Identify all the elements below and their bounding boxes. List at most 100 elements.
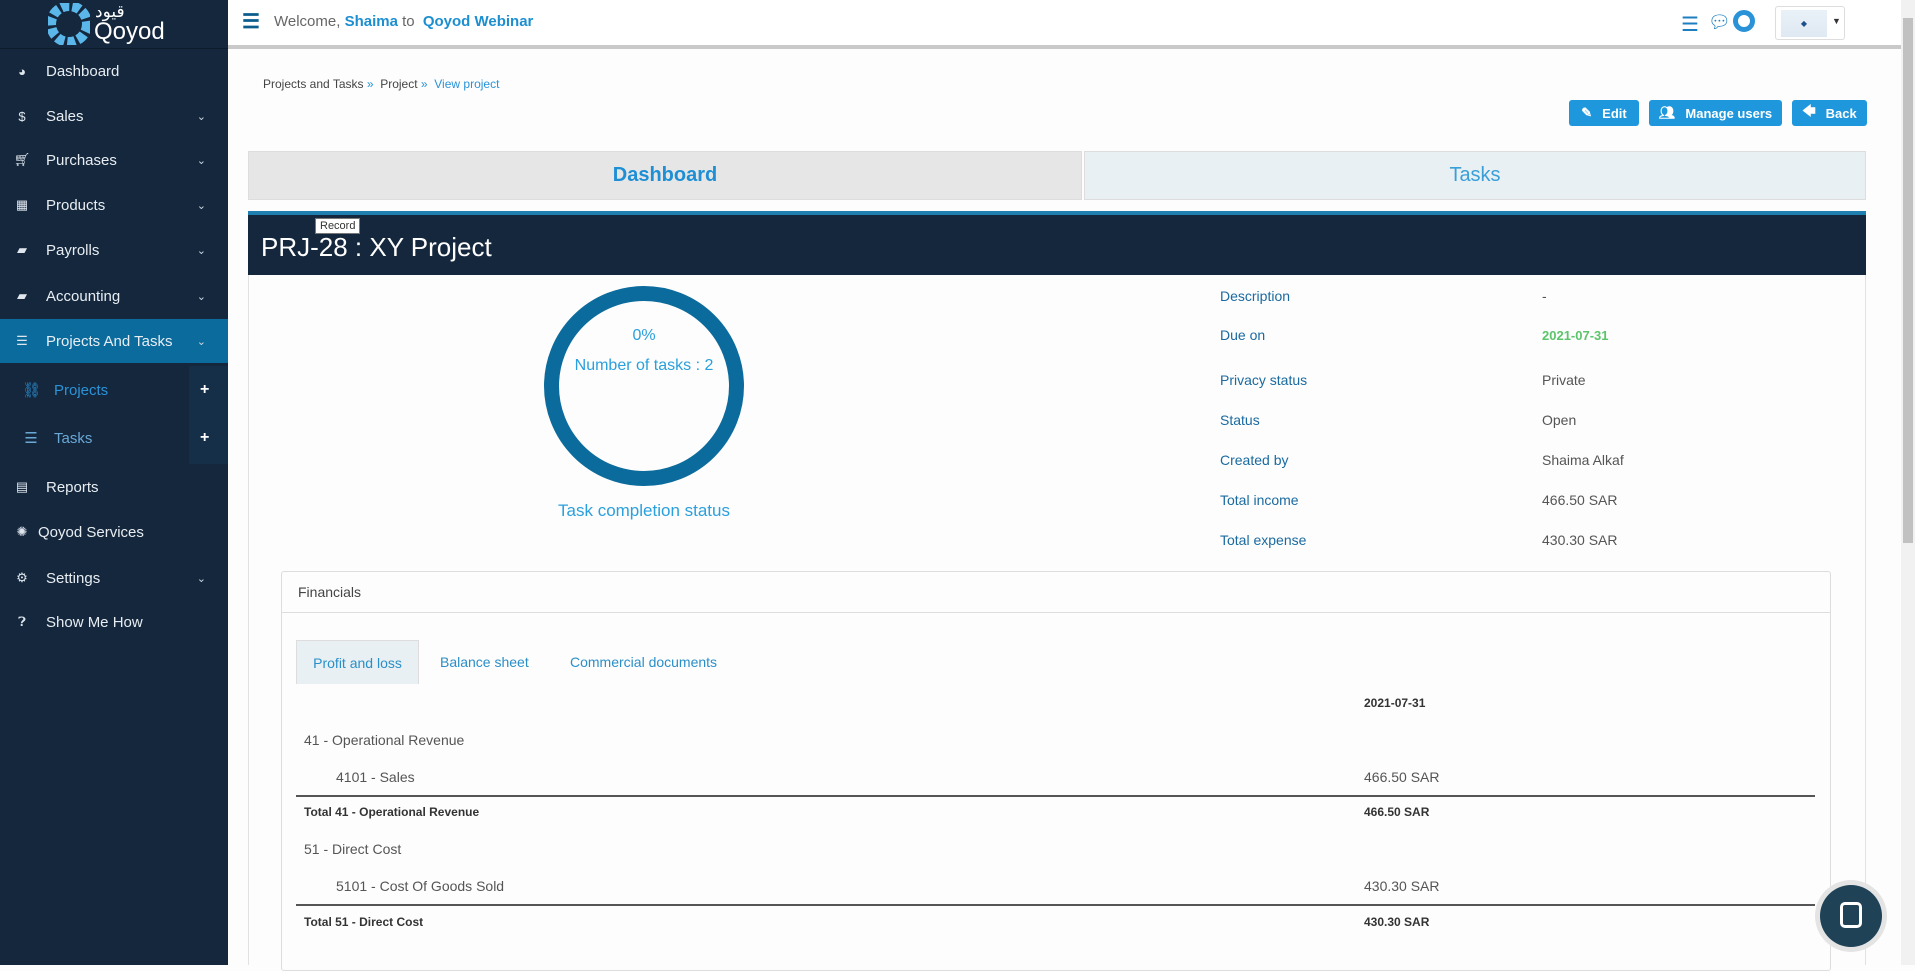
sidebar-label: Qoyod Services [38, 523, 144, 541]
logo[interactable]: قيود Qoyod [0, 0, 228, 49]
chevron-down-icon: ⌄ [196, 335, 206, 348]
sidebar-item-show-me-how[interactable]: ❓︎ Show Me How [0, 600, 228, 644]
question-icon: ❓︎ [18, 614, 26, 629]
edit-label: Edit [1602, 105, 1627, 121]
financials-panel: Financials [281, 571, 1831, 971]
topbar: ☰ Welcome, Shaima to Qoyod Webinar ☰ 💬︎ … [228, 0, 1901, 49]
sidebar [0, 0, 228, 965]
chat-bubble-icon [1840, 902, 1862, 928]
row-label: 41 - Operational Revenue [304, 732, 465, 748]
row-label[interactable]: 5101 - Cost Of Goods Sold [336, 878, 505, 894]
company-switcher[interactable]: ◆ ▼ [1775, 6, 1845, 40]
back-label: Back [1825, 105, 1857, 121]
sidebar-subitem-tasks[interactable]: ☰ Tasks + [0, 416, 228, 460]
subtab-profit-and-loss[interactable]: Profit and loss [296, 640, 419, 684]
company-logo: ◆ [1781, 10, 1827, 37]
sitemap-icon: ⛓ [22, 382, 42, 399]
subtab-commercial-documents[interactable]: Commercial documents [570, 654, 718, 670]
chevron-down-icon: ⌄ [196, 244, 206, 257]
tab-dashboard[interactable]: Dashboard [248, 151, 1082, 200]
label-created-by: Created by [1220, 452, 1289, 468]
scrollbar-thumb[interactable] [1903, 18, 1913, 543]
chevron-down-icon: ⌄ [196, 290, 206, 303]
submenu-add-column [189, 366, 228, 464]
manage-users-button[interactable]: 👥︎ Manage users [1649, 100, 1782, 126]
list-icon: ☰ [16, 333, 28, 348]
sidebar-item-payrolls[interactable]: ▰ Payrolls ⌄ [0, 228, 228, 272]
welcome-label: Welcome, [274, 13, 341, 30]
row-total-label: Total 51 - Direct Cost [304, 915, 424, 929]
welcome-text: Welcome, Shaima to Qoyod Webinar [274, 13, 533, 30]
sidebar-label: Payrolls [46, 241, 100, 259]
progress-percent: 0% [632, 327, 656, 344]
tab-tasks[interactable]: Tasks [1084, 151, 1866, 200]
chevron-down-icon: ⌄ [196, 154, 206, 167]
users-icon: 👥︎ [1658, 105, 1676, 120]
value-description: - [1542, 288, 1547, 304]
caret-down-icon: ▼ [1832, 16, 1841, 26]
project-body [248, 275, 1866, 965]
sidebar-item-projects-and-tasks[interactable]: ☰ Projects And Tasks ⌄ [0, 319, 228, 363]
label-privacy-status: Privacy status [1220, 372, 1308, 388]
sidebar-label: Show Me How [46, 613, 143, 631]
label-total-expense: Total expense [1220, 532, 1307, 548]
sidebar-label: Projects And Tasks [46, 332, 173, 350]
row-value: 466.50 SAR [1364, 769, 1440, 785]
value-total-expense: 430.30 SAR [1542, 532, 1618, 548]
arrow-left-icon: 🡄 [1802, 103, 1816, 118]
value-privacy-status: Private [1542, 372, 1586, 388]
sidebar-item-accounting[interactable]: ▰ Accounting ⌄ [0, 274, 228, 318]
chat-icon[interactable]: 💬︎ [1708, 12, 1731, 32]
tasks-icon: ☰ [24, 430, 38, 447]
back-button[interactable]: 🡄 Back [1792, 100, 1867, 126]
sidebar-item-purchases[interactable]: 🛒︎ Purchases ⌄ [0, 138, 228, 182]
project-title: PRJ-28 : XY Project [261, 232, 492, 262]
logo-arabic: قيود [95, 2, 125, 21]
sidebar-label: Sales [46, 107, 84, 125]
chevron-down-icon: ⌄ [196, 110, 206, 123]
sidebar-label: Projects [54, 381, 109, 399]
row-value: 430.30 SAR [1364, 878, 1440, 894]
add-project-plus-icon[interactable]: + [200, 381, 210, 398]
divider [296, 904, 1815, 906]
breadcrumb-projects-and-tasks[interactable]: Projects and Tasks [263, 77, 364, 91]
financials-title: Financials [298, 584, 362, 600]
sidebar-item-qoyod-services[interactable]: ✺ Qoyod Services [0, 510, 228, 554]
folder-open-icon: ▰ [17, 288, 27, 303]
company-name[interactable]: Qoyod Webinar [422, 13, 534, 30]
value-status: Open [1542, 412, 1577, 428]
sidebar-item-settings[interactable]: ⚙ Settings ⌄ [0, 556, 228, 600]
tooltip: Record [315, 218, 361, 234]
edit-button[interactable]: ✎ Edit [1569, 100, 1639, 126]
services-icon: ✺ [16, 524, 28, 539]
row-label[interactable]: 4101 - Sales [336, 769, 415, 785]
sidebar-label: Purchases [46, 151, 117, 169]
manage-users-label: Manage users [1685, 105, 1773, 121]
to-label: to [402, 13, 415, 30]
chevron-down-icon: ⌄ [196, 572, 206, 585]
sidebar-item-reports[interactable]: ▤ Reports [0, 465, 228, 509]
breadcrumb-project[interactable]: Project [380, 77, 418, 91]
dashboard-icon: ◕ [18, 63, 26, 79]
row-label: 51 - Direct Cost [304, 841, 402, 857]
chat-launcher-button[interactable] [1820, 885, 1882, 947]
list-icon[interactable]: ☰ [1681, 14, 1699, 36]
support-lifebuoy-icon[interactable] [1733, 10, 1755, 32]
completion-label: Task completion status [558, 501, 730, 520]
project-header: PRJ-28 : XY Project [248, 211, 1866, 275]
add-task-plus-icon[interactable]: + [200, 429, 210, 446]
subtab-balance-sheet[interactable]: Balance sheet [440, 654, 529, 670]
sidebar-label: Dashboard [46, 62, 120, 80]
tasks-count: Number of tasks : 2 [574, 357, 714, 374]
logo-text: Qoyod [94, 18, 165, 45]
hamburger-menu-icon[interactable]: ☰ [242, 11, 260, 33]
grid-icon: ▦ [15, 197, 29, 212]
breadcrumb: Projects and Tasks » Project » View proj… [263, 77, 500, 91]
user-name: Shaima [344, 13, 398, 30]
sidebar-item-dashboard[interactable]: ◕ Dashboard [0, 49, 228, 93]
sidebar-item-sales[interactable]: $ Sales ⌄ [0, 94, 228, 138]
cart-icon: 🛒︎ [13, 152, 31, 167]
sidebar-subitem-projects[interactable]: ⛓ Projects + [0, 368, 228, 412]
column-date-header: 2021-07-31 [1364, 696, 1426, 710]
sidebar-item-products[interactable]: ▦ Products ⌄ [0, 183, 228, 227]
